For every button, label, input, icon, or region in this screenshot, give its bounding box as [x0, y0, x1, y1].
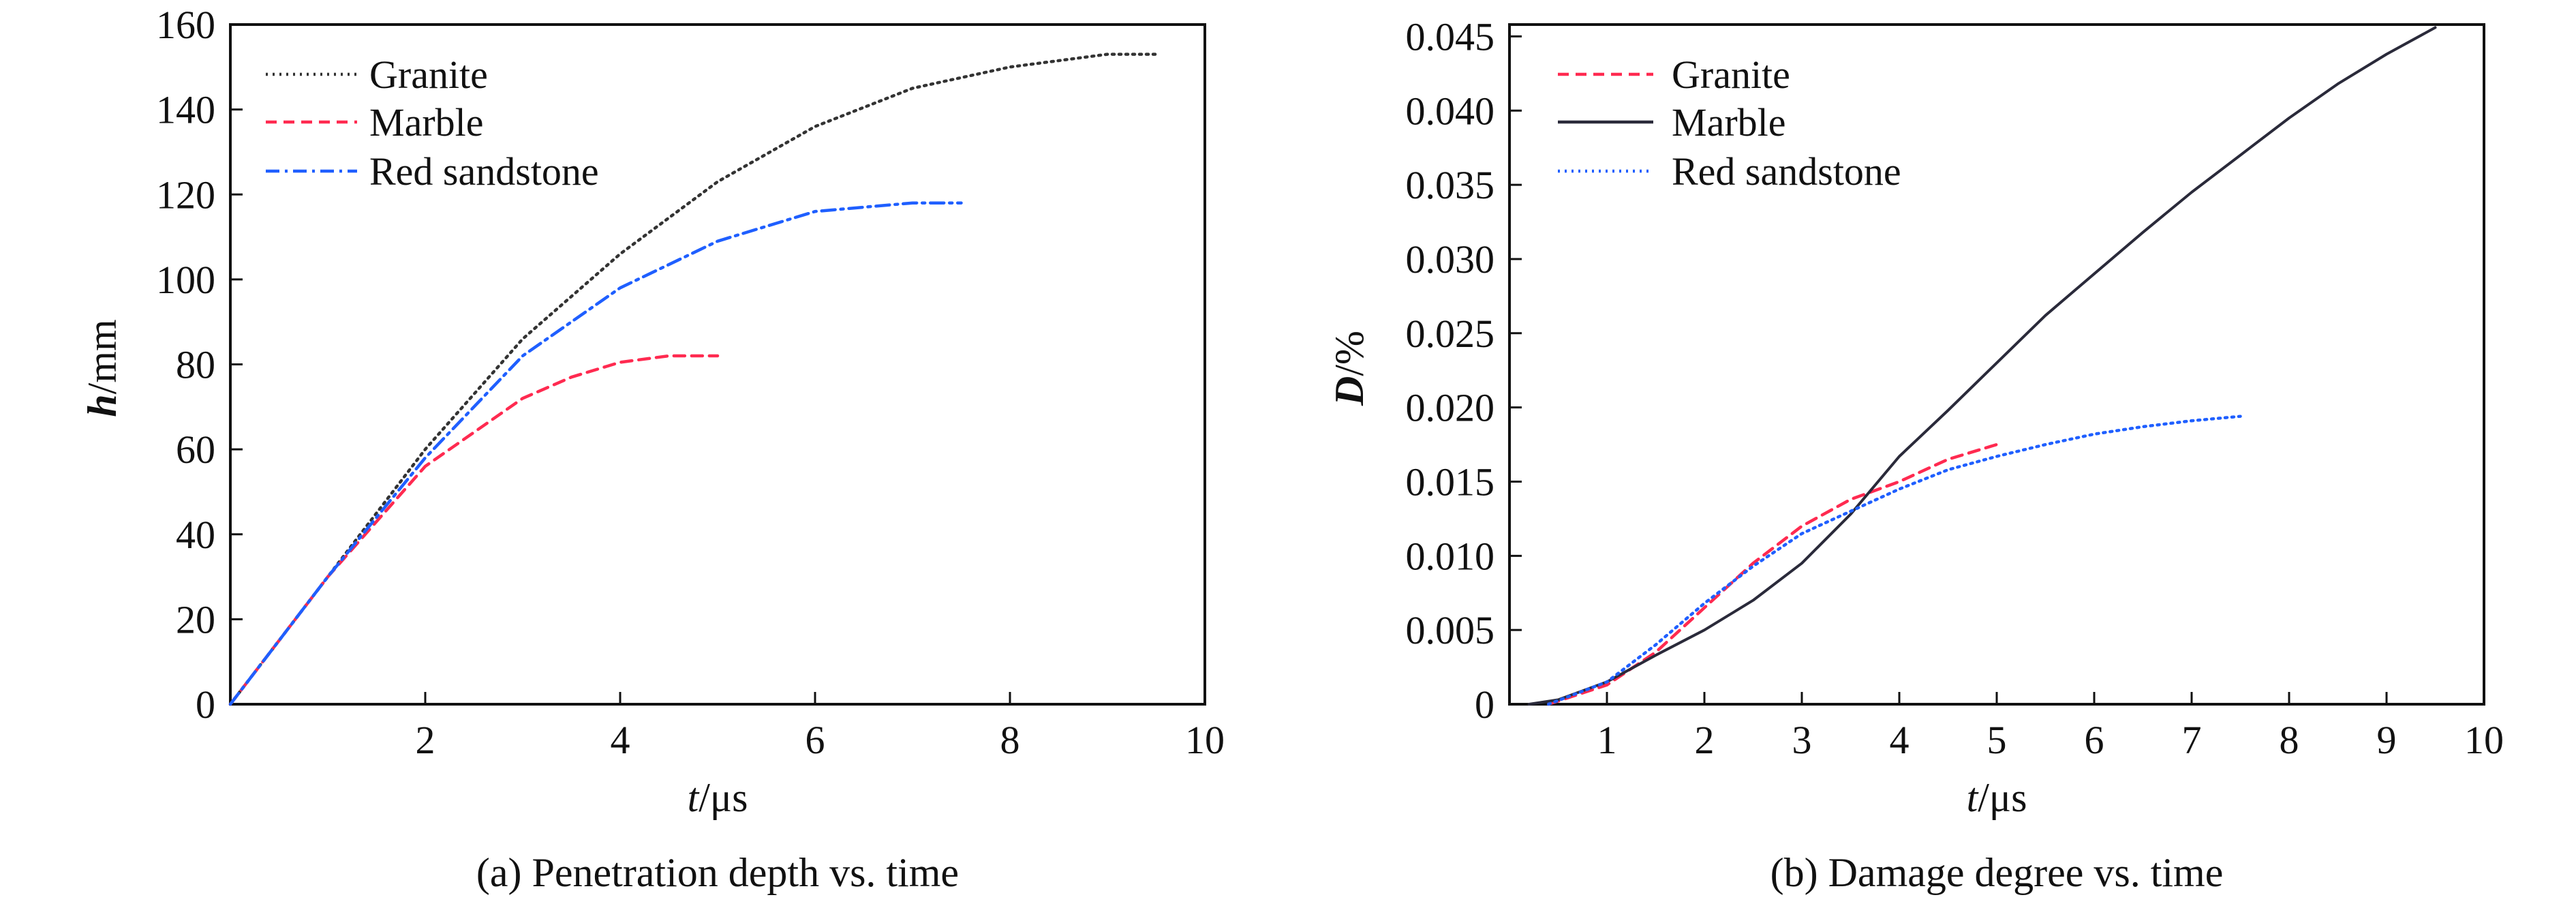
chart-a-ytick-label: 100 — [156, 258, 215, 302]
chart-b-ytick-label: 0 — [1475, 682, 1494, 727]
chart-a-caption: (a) Penetration depth vs. time — [476, 850, 959, 895]
chart-b-ytick-label: 0.045 — [1406, 14, 1495, 59]
chart-b-ylabel: D/% — [1327, 331, 1372, 406]
chart-b-ytick-label: 0.015 — [1406, 459, 1495, 504]
chart-b-legend-label-red-sandstone: Red sandstone — [1672, 149, 1901, 194]
chart-a-ytick-label: 120 — [156, 172, 215, 217]
chart-b-xtick-label: 4 — [1890, 718, 1910, 762]
chart-a-xlabel: t/μs — [688, 775, 748, 820]
chart-b-legend-label-marble: Marble — [1672, 100, 1786, 145]
chart-b-xtick-label: 8 — [2280, 718, 2299, 762]
chart-a-ytick-label: 20 — [176, 597, 215, 641]
chart-a-legend-label-marble: Marble — [369, 100, 484, 145]
chart-b-xtick-label: 1 — [1597, 718, 1617, 762]
chart-b-ytick-label: 0.010 — [1406, 534, 1495, 578]
chart-b-xtick-label: 10 — [2464, 718, 2504, 762]
chart-b-ytick-label: 0.005 — [1406, 608, 1495, 652]
chart-b-series-granite — [1546, 442, 1999, 706]
chart-a-series-granite — [228, 52, 1158, 706]
chart-b-damage-degree: D/% t/μs (b) Damage degree vs. time 1 2 3 4… — [1327, 14, 2504, 895]
chart-a-ytick-label: 0 — [196, 682, 215, 727]
chart-a-legend-label-red-sandstone: Red sandstone — [369, 149, 599, 194]
chart-b-ytick-label: 0.020 — [1406, 386, 1495, 430]
chart-b-xtick-label: 7 — [2182, 718, 2202, 762]
chart-a-ytick-label: 60 — [176, 427, 215, 472]
chart-b-xlabel: t/μs — [1967, 775, 2027, 820]
chart-a-legend-label-granite: Granite — [369, 52, 488, 97]
chart-b-xtick-label: 3 — [1792, 718, 1812, 762]
chart-b-series-red-sandstone — [1546, 414, 2242, 706]
chart-a-ytick-label: 160 — [156, 3, 215, 47]
chart-b-xtick-label: 2 — [1695, 718, 1715, 762]
chart-b-ytick-label: 0.025 — [1406, 312, 1495, 356]
chart-a-ytick-label: 40 — [176, 513, 215, 557]
chart-a-xtick-label: 8 — [1000, 718, 1020, 762]
chart-b-series-marble — [1527, 26, 2437, 706]
chart-b-xtick-label: 6 — [2085, 718, 2104, 762]
chart-b-xtick-label: 9 — [2377, 718, 2397, 762]
chart-a-penetration-depth: h/mm t/μs (a) Penetration depth vs. time… — [80, 3, 1225, 895]
chart-b-xtick-label: 5 — [1987, 718, 2007, 762]
chart-b-ytick-label: 0.030 — [1406, 237, 1495, 282]
chart-b-ytick-label: 0.035 — [1406, 163, 1495, 207]
chart-a-ytick-label: 80 — [176, 343, 215, 387]
chart-b-caption: (b) Damage degree vs. time — [1770, 850, 2224, 895]
chart-b-legend-label-granite: Granite — [1672, 52, 1790, 97]
chart-a-xtick-label: 6 — [806, 718, 825, 762]
chart-a-xtick-label: 2 — [416, 718, 435, 762]
chart-a-ylabel: h/mm — [80, 319, 125, 417]
chart-a-xtick-label: 4 — [611, 718, 630, 762]
chart-b-ytick-label: 0.040 — [1406, 89, 1495, 133]
chart-a-series-red-sandstone — [228, 201, 963, 706]
chart-a-xtick-label: 10 — [1185, 718, 1225, 762]
chart-a-ytick-label: 140 — [156, 88, 215, 132]
